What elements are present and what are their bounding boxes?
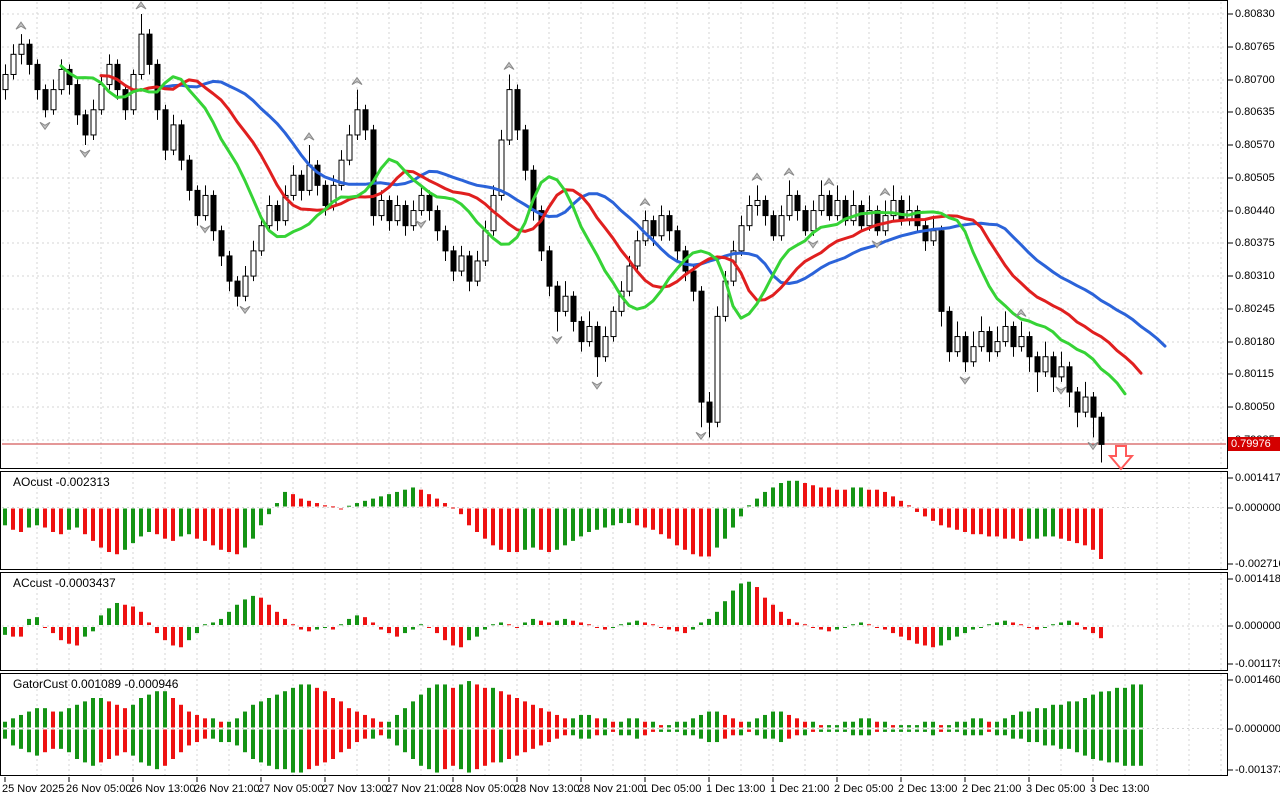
price-tick-label: 0.80115 [1235,368,1274,380]
time-tick-label: 25 Nov 2025 [2,783,65,795]
time-tick-label: 26 Nov 21:00 [194,783,260,795]
current-price-badge: 0.79976 [1228,437,1280,451]
ac-indicator-panel[interactable] [0,572,1228,671]
time-tick-label: 1 Dec 05:00 [642,783,702,795]
time-tick-label: 28 Nov 05:00 [450,783,516,795]
ao-indicator-label: AOcust -0.002313 [13,475,110,489]
time-tick-label: 27 Nov 05:00 [258,783,324,795]
gator-indicator-panel[interactable] [0,673,1228,776]
price-tick-label: 0.80050 [1235,401,1275,413]
ao-indicator-panel[interactable] [0,471,1228,570]
price-tick-label: 0.80570 [1235,139,1275,151]
time-tick-label: 1 Dec 21:00 [770,783,830,795]
time-tick-label: 2 Dec 21:00 [962,783,1022,795]
price-tick-label: 0.80505 [1235,172,1275,184]
time-tick-label: 26 Nov 13:00 [130,783,196,795]
ao-scale-label: 0.001417 [1235,472,1280,484]
ac-indicator-label: ACcust -0.0003437 [13,576,116,590]
time-tick-label: 2 Dec 05:00 [834,783,894,795]
ac-scale-label: -0.0011790 [1235,658,1280,670]
price-tick-label: 0.80635 [1235,106,1275,118]
ac-scale-label: 0.0000000 [1235,620,1280,632]
main-price-chart-panel[interactable] [0,0,1228,469]
price-tick-label: 0.80440 [1235,205,1275,217]
price-tick-label: 0.80245 [1235,303,1275,315]
price-tick-label: 0.80765 [1235,41,1275,53]
ao-scale-label: 0.000000 [1235,502,1280,514]
ao-scale-label: -0.002716 [1235,558,1280,570]
time-tick-label: 26 Nov 05:00 [66,783,132,795]
price-tick-label: 0.80700 [1235,74,1275,86]
time-tick-label: 3 Dec 13:00 [1090,783,1150,795]
price-tick-label: 0.80180 [1235,336,1275,348]
time-tick-label: 28 Nov 21:00 [578,783,644,795]
time-tick-label: 27 Nov 13:00 [322,783,388,795]
gator-indicator-label: GatorCust 0.001089 -0.000946 [13,677,179,691]
time-tick-label: 3 Dec 05:00 [1026,783,1086,795]
gator-scale-label: 0.001460 [1235,674,1280,686]
time-tick-label: 28 Nov 13:00 [514,783,580,795]
price-tick-label: 0.80830 [1235,8,1275,20]
gator-scale-label: -0.001373 [1235,764,1280,776]
gator-scale-label: 0.000000 [1235,723,1280,735]
time-tick-label: 2 Dec 13:00 [898,783,958,795]
time-tick-label: 27 Nov 21:00 [386,783,452,795]
time-tick-label: 1 Dec 13:00 [706,783,766,795]
price-tick-label: 0.80375 [1235,237,1275,249]
price-tick-label: 0.80310 [1235,270,1275,282]
